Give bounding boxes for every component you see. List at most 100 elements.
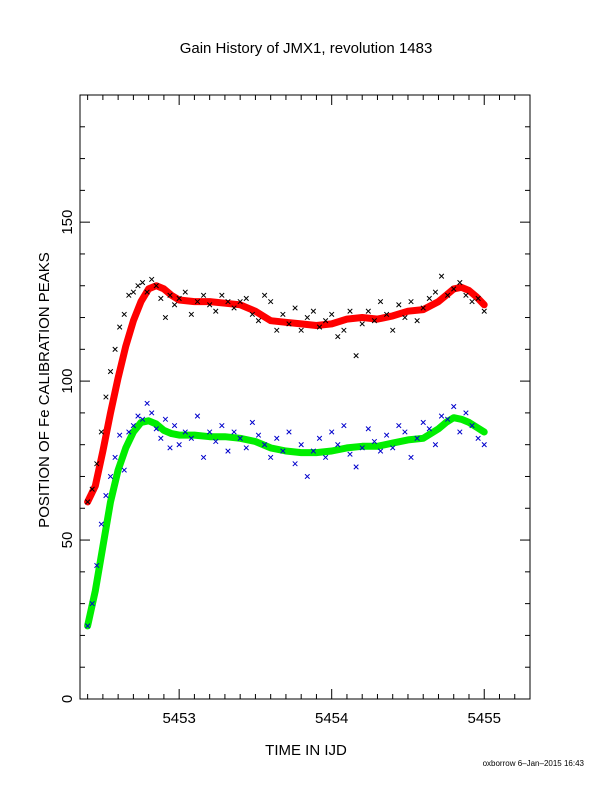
- data-point: [408, 298, 414, 305]
- data-point: [225, 298, 231, 305]
- y-tick-label: 150: [59, 210, 76, 235]
- data-point: [213, 438, 219, 445]
- data-point: [414, 435, 420, 441]
- data-point: [365, 308, 371, 314]
- data-point: [249, 311, 256, 318]
- data-point: [280, 311, 286, 318]
- data-point: [130, 422, 137, 429]
- data-point: [390, 327, 396, 333]
- data-point: [377, 298, 384, 305]
- data-point: [310, 308, 317, 314]
- data-point: [219, 422, 225, 429]
- data-point: [243, 295, 249, 302]
- data-point: [402, 314, 408, 321]
- data-point: [359, 321, 365, 327]
- data-point: [130, 289, 137, 295]
- data-point: [237, 435, 243, 441]
- data-point: [335, 333, 341, 340]
- data-point: [420, 305, 426, 311]
- data-point: [268, 298, 274, 305]
- data-point: [304, 473, 310, 480]
- data-point: [390, 445, 396, 451]
- data-point: [182, 429, 188, 435]
- fit-curves: [84, 282, 488, 630]
- data-point: [231, 305, 237, 311]
- data-point: [292, 305, 298, 311]
- data-point: [298, 327, 304, 333]
- data-point: [121, 467, 127, 473]
- data-point: [451, 286, 457, 292]
- data-point: [469, 422, 475, 429]
- data-point: [463, 410, 469, 416]
- plot-frame: [79, 94, 531, 700]
- footer-credit: oxborrow 6–Jan–2015 16:43: [483, 759, 585, 768]
- data-point: [171, 302, 178, 308]
- data-point: [225, 448, 231, 454]
- data-point: [162, 314, 169, 321]
- data-point: [200, 292, 207, 298]
- fit-curve-3: [84, 414, 488, 630]
- data-point: [84, 623, 91, 629]
- data-point: [426, 426, 432, 432]
- data-point: [475, 435, 481, 441]
- data-point: [176, 295, 182, 302]
- data-point: [103, 492, 109, 499]
- data-point: [200, 454, 207, 461]
- axis-ticks: [80, 94, 530, 700]
- data-point: [149, 276, 155, 283]
- y-axis-label: POSITION OF Fe CALIBRATION PEAKS: [36, 252, 53, 528]
- data-point: [457, 279, 463, 286]
- data-point: [194, 298, 201, 305]
- data-point: [438, 413, 445, 419]
- data-point: [383, 432, 390, 438]
- data-point: [414, 318, 420, 324]
- data-point: [126, 292, 132, 298]
- data-point: [167, 292, 173, 298]
- data-point: [280, 448, 286, 454]
- data-point: [207, 429, 213, 435]
- data-point: [171, 422, 178, 429]
- data-point: [135, 413, 141, 419]
- data-point: [359, 445, 365, 451]
- data-point: [383, 311, 390, 318]
- data-point: [316, 435, 323, 441]
- data-point: [153, 283, 159, 289]
- data-point: [135, 283, 141, 289]
- data-point: [117, 324, 123, 330]
- data-point: [107, 368, 114, 375]
- data-point: [420, 419, 426, 426]
- data-point: [84, 499, 91, 505]
- x-tick-label: 5453: [162, 710, 195, 727]
- data-point: [194, 413, 201, 419]
- x-tick-label: 5454: [315, 710, 348, 727]
- y-tick-label: 50: [59, 532, 76, 549]
- data-point: [158, 435, 164, 441]
- data-point: [481, 442, 487, 448]
- data-point: [347, 451, 353, 457]
- y-tick-label: 0: [59, 695, 76, 703]
- data-point: [316, 324, 323, 330]
- data-point: [347, 308, 353, 314]
- data-point: [341, 422, 347, 429]
- data-point: [144, 400, 150, 407]
- y-tick-label: 100: [59, 369, 76, 394]
- data-point: [117, 432, 123, 438]
- axis-tick-labels: 0 50 100 150 5453 5454 5455: [59, 210, 501, 727]
- data-points: [84, 273, 487, 629]
- data-point: [432, 442, 439, 448]
- data-point: [249, 419, 256, 426]
- data-point: [237, 298, 243, 305]
- data-point: [153, 426, 159, 432]
- data-point: [261, 292, 268, 298]
- data-point: [112, 346, 118, 352]
- data-point: [89, 486, 95, 492]
- data-point: [298, 442, 304, 448]
- data-point: [426, 295, 432, 302]
- data-point: [144, 289, 150, 295]
- data-point: [408, 454, 414, 461]
- data-point: [255, 432, 262, 438]
- data-point: [457, 429, 463, 435]
- fit-curve-2: [84, 282, 488, 506]
- data-point: [335, 442, 341, 448]
